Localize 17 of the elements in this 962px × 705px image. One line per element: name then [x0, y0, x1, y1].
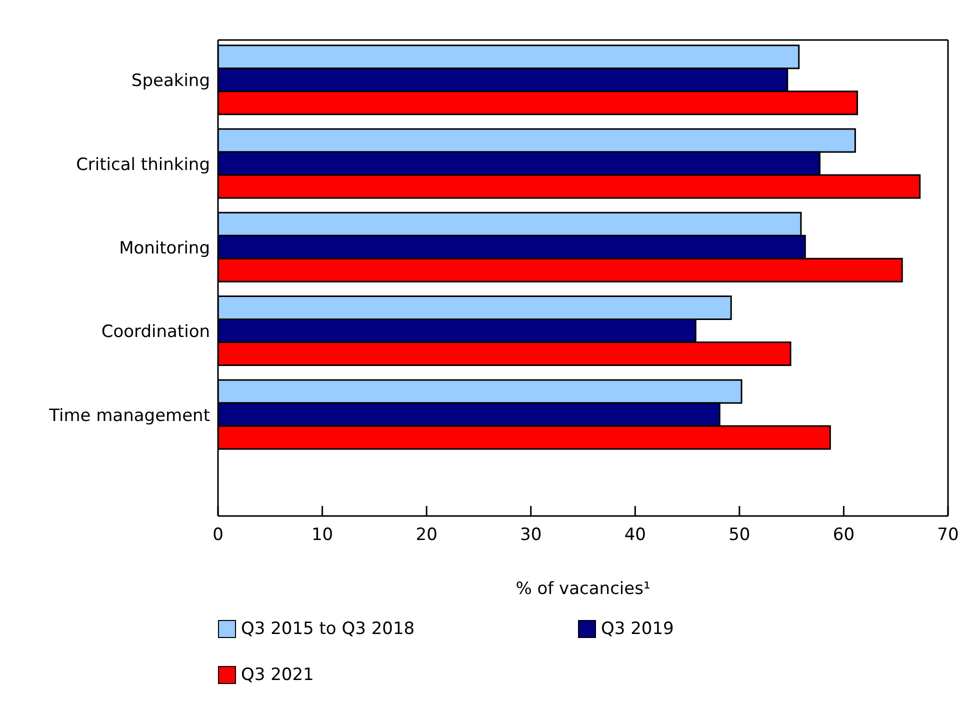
y-tick-label: Critical thinking	[76, 154, 210, 175]
y-tick-label: Time management	[48, 406, 210, 426]
y-tick-label: Coordination	[101, 322, 210, 342]
x-tick-label: 30	[520, 525, 542, 546]
x-tick-label: 50	[728, 525, 750, 546]
y-tick-label: Monitoring	[119, 238, 210, 258]
y-tick-label: Speaking	[131, 71, 210, 92]
x-tick-label: 10	[311, 525, 334, 546]
legend-label: Q3 2019	[601, 619, 674, 639]
x-tick-label: 20	[416, 525, 438, 546]
legend-label: Q3 2015 to Q3 2018	[241, 619, 415, 639]
x-tick-label: 60	[832, 525, 855, 546]
x-tick-label: 70	[937, 525, 959, 546]
x-tick-label: 40	[624, 525, 646, 546]
legend-label: Q3 2021	[241, 665, 314, 685]
x-tick-label: 0	[212, 525, 224, 546]
x-axis-title: % of vacancies¹	[516, 579, 650, 599]
